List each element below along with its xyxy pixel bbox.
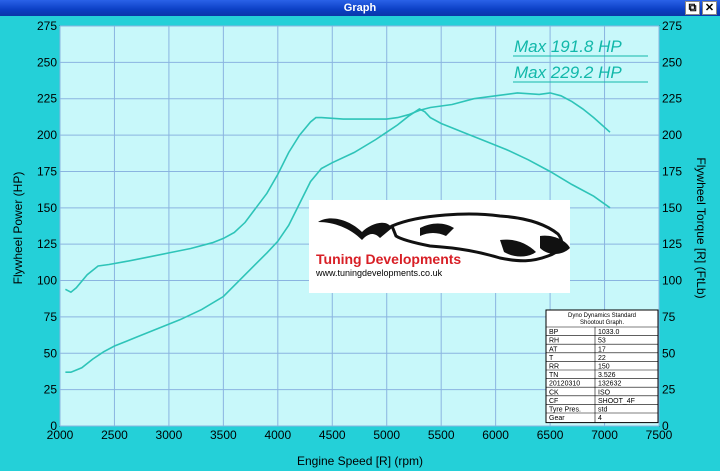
y-tick-label: 75	[44, 310, 58, 324]
info-row-key: T	[549, 355, 554, 362]
info-row-value: 132632	[598, 381, 621, 388]
info-row-key: 20120310	[549, 381, 580, 388]
x-tick-labels: 2000 2500 3000 3500 4000 4500 5000 5500 6000 6500…	[47, 428, 673, 442]
info-table-frame	[545, 309, 659, 424]
y-tick-label: 25	[44, 383, 58, 397]
y-axis-label: Flywheel Power (HP)	[11, 172, 25, 285]
restore-icon: ⧉	[688, 2, 697, 14]
x-tick-label: 6000	[482, 428, 509, 442]
y2-tick-label: 250	[662, 55, 682, 69]
info-row-value: 1033.0	[598, 329, 620, 336]
title-bar[interactable]: Graph ⧉ ✕	[0, 0, 720, 16]
close-icon: ✕	[704, 2, 715, 14]
max-torque-annotation: Max 229.2 HP	[514, 63, 622, 82]
x-tick-label: 3000	[156, 428, 183, 442]
info-row-key: RH	[549, 338, 559, 345]
info-row-value: 4	[598, 415, 602, 422]
race-car-logo-icon	[318, 212, 570, 263]
info-row-key: TN	[549, 372, 558, 379]
restore-button[interactable]: ⧉	[685, 1, 700, 15]
max-annotations: Max 191.8 HP Max 229.2 HP	[513, 37, 648, 83]
x-tick-label: 7500	[646, 428, 673, 442]
y-tick-label: 100	[37, 274, 57, 288]
info-row-value: SHOOT_4F	[598, 398, 635, 405]
x-tick-label: 4500	[319, 428, 346, 442]
y2-tick-label: 125	[662, 237, 682, 251]
y-tick-label: 50	[44, 346, 58, 360]
info-row-key: AT	[549, 346, 558, 353]
x-axis-label: Engine Speed [R] (rpm)	[297, 454, 423, 468]
series-line-1	[65, 92, 611, 294]
info-row-key: Gear	[549, 415, 565, 422]
x-tick-label: 2000	[47, 428, 74, 442]
y2-tick-label: 25	[662, 383, 676, 397]
x-tick-label: 3500	[210, 428, 237, 442]
logo-box: Tuning Developments www.tuningdevelopmen…	[309, 200, 570, 293]
y2-tick-label: 225	[662, 92, 682, 106]
x-tick-label: 7000	[591, 428, 618, 442]
info-row-value: 17	[598, 346, 606, 353]
y2-tick-label: 175	[662, 164, 682, 178]
series-group	[65, 92, 611, 373]
y-tick-label: 125	[37, 237, 57, 251]
y2-tick-label: 200	[662, 128, 682, 142]
y2-tick-label: 275	[662, 19, 682, 33]
info-row-key: CF	[549, 398, 558, 405]
info-row-value: 150	[598, 364, 610, 371]
y-tick-label: 200	[37, 128, 57, 142]
series-line-0	[65, 107, 611, 373]
y-tick-label: 0	[50, 419, 57, 433]
y-tick-labels: 0 25 50 75 100 125 150 175 200 225 250 275	[37, 19, 57, 433]
x-tick-label: 4000	[264, 428, 291, 442]
y-tick-label: 150	[37, 201, 57, 215]
x-tick-label: 5000	[373, 428, 400, 442]
logo-url-text: www.tuningdevelopments.co.uk	[315, 268, 443, 278]
info-row-value: 3.526	[598, 372, 616, 379]
info-table-title: Dyno Dynamics Standard	[568, 313, 636, 319]
logo-brand-text: Tuning Developments	[316, 251, 461, 267]
info-row-key: CK	[549, 389, 559, 396]
x-tick-label: 5500	[428, 428, 455, 442]
max-power-annotation: Max 191.8 HP	[514, 37, 622, 56]
y2-tick-labels: 0 25 50 75 100 125 150 175 200 225 250 275	[662, 19, 682, 433]
info-row-value: 22	[598, 355, 606, 362]
y2-tick-label: 0	[662, 419, 669, 433]
x-tick-label: 2500	[101, 428, 128, 442]
y-tick-label: 225	[37, 92, 57, 106]
y2-axis-label: Flywheel Torque [R] (FtLb)	[694, 157, 708, 298]
y-tick-label: 175	[37, 164, 57, 178]
y2-tick-label: 50	[662, 346, 676, 360]
y-tick-label: 275	[37, 19, 57, 33]
info-row-value: ISO	[598, 389, 611, 396]
info-row-key: Tyre Pres.	[549, 407, 581, 414]
info-row-value: 53	[598, 338, 606, 345]
y2-tick-label: 75	[662, 310, 676, 324]
info-row-key: RR	[549, 364, 559, 371]
y2-tick-label: 100	[662, 274, 682, 288]
close-button[interactable]: ✕	[702, 1, 717, 15]
x-tick-label: 6500	[537, 428, 564, 442]
window-title: Graph	[343, 2, 377, 14]
info-table-subtitle: Shootout Graph.	[580, 320, 624, 326]
y-tick-label: 250	[37, 55, 57, 69]
info-row-value: std	[598, 407, 607, 414]
info-row-key: BP	[549, 329, 559, 336]
y2-tick-label: 150	[662, 201, 682, 215]
